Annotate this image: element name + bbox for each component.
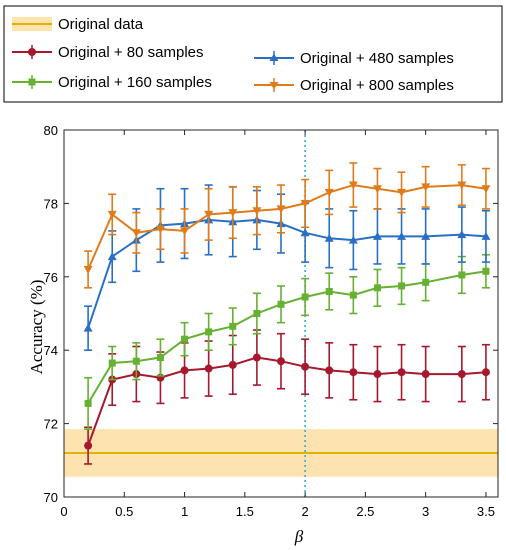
series-1-point bbox=[325, 366, 334, 375]
series-2-point bbox=[229, 322, 237, 330]
series-4-point bbox=[131, 229, 141, 238]
series-2-point bbox=[373, 284, 381, 292]
series-4 bbox=[83, 162, 491, 289]
series-4-point bbox=[372, 185, 382, 194]
y-tick-label: 76 bbox=[44, 270, 58, 285]
series-2-point bbox=[205, 328, 213, 336]
series-4-point bbox=[83, 265, 93, 274]
series-4-point bbox=[324, 188, 334, 197]
series-2-point bbox=[84, 399, 92, 407]
series-3-point bbox=[107, 252, 117, 261]
series-2 bbox=[84, 253, 490, 430]
series-1 bbox=[84, 329, 490, 465]
x-tick-label: 0 bbox=[60, 504, 67, 519]
series-2-point bbox=[301, 293, 309, 301]
series-2-point bbox=[325, 287, 333, 295]
series-4-point bbox=[252, 207, 262, 216]
series-1-point bbox=[204, 364, 213, 373]
plot-background bbox=[64, 130, 498, 497]
series-1-point bbox=[228, 360, 237, 369]
series-3-point bbox=[300, 228, 310, 237]
legend-label-160: Original + 160 samples bbox=[58, 74, 212, 91]
series-4-point bbox=[481, 185, 491, 194]
series-2-point bbox=[458, 271, 466, 279]
series-4-point bbox=[155, 225, 165, 234]
legend-marker-800 bbox=[269, 82, 279, 90]
series-4-point bbox=[397, 188, 407, 197]
series-4-point bbox=[228, 209, 238, 218]
series-1-point bbox=[84, 441, 93, 450]
series-2-point bbox=[156, 354, 164, 362]
series-4-point bbox=[276, 205, 286, 214]
legend-frame bbox=[3, 5, 503, 103]
legend-label-80: Original + 80 samples bbox=[58, 44, 204, 61]
x-tick-label: 0.5 bbox=[115, 504, 133, 519]
series-2-point bbox=[349, 291, 357, 299]
series-1-point bbox=[180, 366, 189, 375]
series-3-point bbox=[348, 235, 358, 244]
legend-marker-480 bbox=[269, 53, 279, 61]
y-tick-label: 74 bbox=[44, 343, 58, 358]
x-tick-label: 1 bbox=[181, 504, 188, 519]
y-tick-label: 78 bbox=[44, 196, 58, 211]
series-3 bbox=[83, 184, 491, 352]
series-4-point bbox=[107, 210, 117, 219]
x-tick-label: 3.5 bbox=[477, 504, 495, 519]
series-3-point bbox=[397, 231, 407, 240]
series-2-point bbox=[108, 359, 116, 367]
legend-label-800: Original + 800 samples bbox=[300, 77, 454, 94]
legend-entry-800: Original + 800 samples bbox=[254, 77, 454, 94]
x-tick-label: 2.5 bbox=[356, 504, 374, 519]
series-3-point bbox=[457, 230, 467, 239]
series-2-point bbox=[253, 310, 261, 317]
series-1-point bbox=[277, 357, 285, 366]
series-4-point bbox=[348, 181, 358, 190]
series-4-point bbox=[204, 210, 214, 219]
legend-label-baseline: Original data bbox=[58, 16, 144, 33]
y-tick-label: 80 bbox=[44, 123, 58, 138]
plot-axes: 0 0.5 1 1.5 2 2.5 3 3.5 70 72 74 76 78 80 bbox=[44, 123, 499, 519]
series-3-point bbox=[481, 231, 491, 240]
series-2-point bbox=[482, 267, 490, 275]
y-tick-label: 70 bbox=[44, 490, 58, 505]
series-4-point bbox=[421, 183, 431, 192]
plot-series bbox=[83, 162, 491, 465]
series-2-point bbox=[398, 282, 406, 290]
y-axis-title: Accuracy (%) bbox=[27, 280, 46, 375]
series-3-point bbox=[83, 323, 93, 332]
legend-entry-480: Original + 480 samples bbox=[254, 50, 454, 67]
series-2-point bbox=[422, 278, 430, 286]
x-axis-title: β bbox=[294, 527, 304, 546]
legend-marker-160 bbox=[28, 78, 36, 86]
series-2-point bbox=[132, 357, 140, 365]
series-1-point bbox=[252, 353, 261, 362]
series-1-point bbox=[349, 368, 358, 377]
series-3-point bbox=[324, 233, 334, 242]
series-1-point bbox=[481, 368, 490, 377]
legend-label-480: Original + 480 samples bbox=[300, 50, 454, 67]
x-tick-label: 2 bbox=[301, 504, 308, 519]
series-1-point bbox=[457, 370, 466, 379]
legend-entry-160: Original + 160 samples bbox=[12, 74, 212, 91]
series-1-point bbox=[397, 368, 406, 377]
series-1-point bbox=[421, 370, 430, 379]
legend: Original data Original + 80 samples Orig… bbox=[3, 5, 503, 103]
series-1-point bbox=[301, 362, 310, 371]
plot-frame bbox=[63, 129, 499, 498]
series-4-point bbox=[457, 181, 467, 190]
series-4-point bbox=[180, 227, 190, 236]
series-2-point bbox=[277, 300, 285, 308]
series-1-point bbox=[373, 370, 382, 379]
legend-entry-80: Original + 80 samples bbox=[12, 44, 204, 61]
series-3-point bbox=[421, 231, 431, 240]
legend-entry-baseline: Original data bbox=[12, 16, 144, 33]
series-4-point bbox=[300, 199, 310, 208]
legend-marker-80 bbox=[28, 48, 36, 56]
x-tick-label: 3 bbox=[422, 504, 429, 519]
x-tick-label: 1.5 bbox=[236, 504, 254, 519]
series-3-point bbox=[372, 231, 382, 240]
series-2-point bbox=[181, 335, 189, 343]
y-tick-label: 72 bbox=[44, 417, 58, 432]
